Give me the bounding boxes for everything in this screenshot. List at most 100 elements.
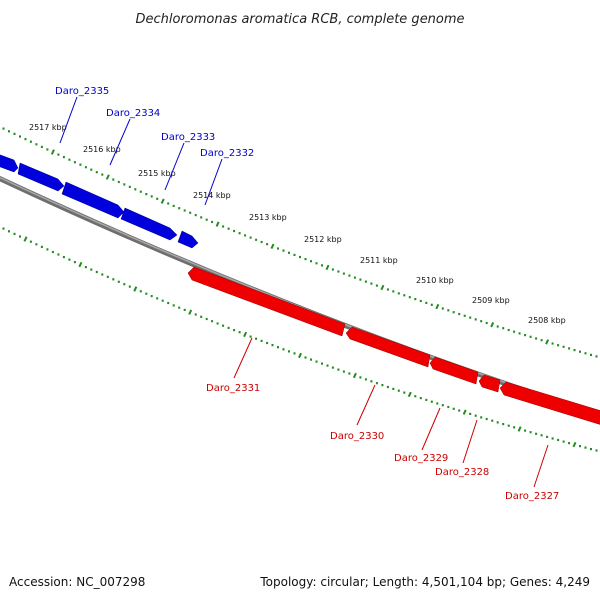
minor-tick	[348, 274, 351, 277]
minor-tick	[524, 334, 527, 337]
gene-block-daro-2333[interactable]	[61, 181, 125, 219]
minor-tick	[101, 173, 104, 176]
minor-tick	[540, 339, 543, 342]
minor-tick	[244, 234, 247, 237]
gene-block-daro-2331[interactable]	[187, 266, 346, 337]
minor-tick	[205, 317, 208, 321]
major-tick	[517, 426, 522, 432]
gene-block-daro-2327[interactable]	[499, 381, 600, 426]
minor-tick	[68, 258, 71, 261]
kbp-label: 2517 kbp	[29, 123, 67, 132]
gene-label-daro-2331[interactable]: Daro_2331	[206, 383, 260, 394]
minor-tick	[458, 312, 461, 316]
minor-tick	[403, 294, 406, 297]
minor-tick	[128, 185, 131, 188]
minor-tick	[227, 326, 230, 329]
minor-tick	[282, 348, 285, 351]
minor-tick	[321, 264, 323, 267]
minor-tick	[167, 202, 170, 205]
gene-block-daro-2332[interactable]	[120, 207, 178, 241]
minor-tick	[502, 423, 505, 426]
minor-tick	[551, 342, 554, 345]
minor-tick	[353, 276, 356, 279]
major-tick	[78, 261, 83, 268]
minor-tick	[172, 304, 175, 307]
gene-block-daro-2330[interactable]	[345, 326, 431, 368]
gene-block-small[interactable]	[177, 230, 199, 249]
minor-tick	[255, 337, 258, 340]
minor-tick	[46, 148, 49, 151]
minor-tick	[425, 301, 428, 304]
gene-block-daro-2335[interactable]	[0, 153, 19, 173]
minor-tick	[414, 298, 417, 301]
kbp-label: 2509 kbp	[472, 296, 510, 305]
gene-label-daro-2334[interactable]: Daro_2334	[106, 108, 160, 119]
major-tick	[352, 372, 357, 379]
minor-tick	[359, 278, 362, 281]
gene-label-daro-2328[interactable]: Daro_2328	[435, 467, 489, 478]
minor-tick	[57, 153, 60, 156]
gene-block-daro-2334[interactable]	[17, 162, 65, 192]
gene-block-daro-2329[interactable]	[429, 356, 479, 385]
minor-tick	[458, 409, 461, 412]
minor-tick	[337, 368, 340, 371]
gene-label-daro-2332[interactable]: Daro_2332	[200, 148, 254, 159]
minor-tick	[331, 366, 334, 369]
minor-tick	[29, 240, 32, 243]
major-tick	[243, 331, 248, 338]
gene-block-daro-2328[interactable]	[478, 374, 501, 393]
gene-label-daro-2333[interactable]: Daro_2333	[161, 132, 215, 143]
minor-tick	[227, 227, 230, 230]
genome-backbone-highlight	[0, 176, 600, 415]
minor-tick	[238, 232, 241, 235]
minor-tick	[408, 296, 411, 299]
minor-tick	[90, 168, 93, 171]
minor-tick	[375, 382, 378, 385]
minor-tick	[117, 280, 120, 283]
gene-label-daro-2330[interactable]: Daro_2330	[330, 431, 384, 442]
minor-tick	[584, 446, 587, 449]
minor-tick	[2, 127, 5, 130]
minor-tick	[485, 321, 488, 325]
minor-tick	[496, 325, 499, 328]
minor-tick	[474, 414, 477, 417]
minor-tick	[139, 290, 142, 293]
minor-tick	[419, 299, 422, 303]
minor-tick	[551, 437, 554, 440]
minor-tick	[304, 258, 307, 261]
minor-tick	[403, 391, 406, 394]
minor-tick	[595, 449, 598, 452]
minor-tick	[364, 280, 367, 283]
minor-tick	[474, 318, 477, 321]
minor-tick	[359, 376, 362, 379]
minor-tick	[189, 211, 192, 214]
minor-tick	[502, 327, 505, 330]
major-tick	[380, 284, 385, 291]
minor-tick	[40, 245, 43, 248]
minor-tick	[233, 329, 236, 332]
minor-tick	[590, 448, 592, 451]
minor-tick	[419, 397, 422, 400]
minor-tick	[183, 209, 186, 212]
minor-tick	[112, 278, 115, 281]
minor-tick	[123, 283, 126, 286]
minor-tick	[469, 316, 472, 319]
outer-tick-row	[2, 127, 598, 358]
minor-tick	[205, 218, 208, 221]
minor-tick	[29, 140, 32, 143]
gene-label-daro-2329[interactable]: Daro_2329	[394, 453, 448, 464]
minor-tick	[249, 335, 252, 338]
minor-tick	[79, 163, 82, 166]
minor-tick	[491, 419, 494, 422]
minor-tick	[84, 266, 87, 269]
leader-line	[109, 118, 131, 166]
minor-tick	[342, 272, 345, 275]
minor-tick	[452, 311, 455, 314]
minor-tick	[233, 229, 236, 233]
major-tick	[133, 286, 138, 292]
gene-label-daro-2327[interactable]: Daro_2327	[505, 491, 559, 502]
minor-tick	[84, 166, 87, 169]
minor-tick	[161, 299, 164, 302]
minor-tick	[568, 347, 571, 350]
gene-label-daro-2335[interactable]: Daro_2335	[55, 86, 109, 97]
